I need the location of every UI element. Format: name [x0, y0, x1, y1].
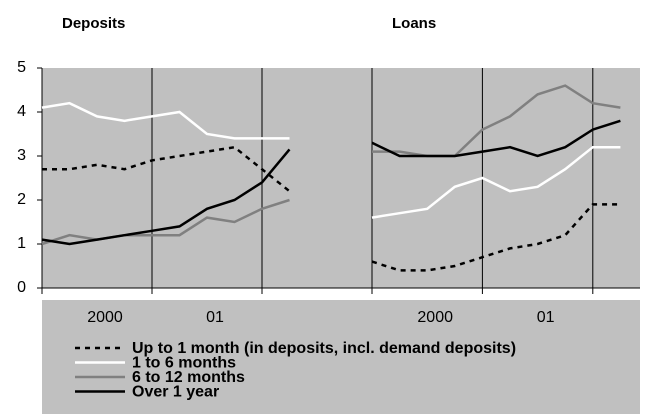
series-line: [372, 84, 621, 158]
series-line: [41, 148, 291, 246]
panel-title: Loans: [392, 15, 436, 32]
period-label: 2000: [87, 309, 123, 326]
legend-label: Over 1 year: [132, 384, 219, 401]
series-line: [371, 203, 621, 272]
legend-label: 1 to 6 months: [132, 355, 236, 372]
legend-box: [42, 300, 640, 414]
y-tick-label: 5: [17, 59, 26, 76]
legend-label: 6 to 12 months: [132, 369, 245, 386]
y-tick-label: 3: [17, 147, 26, 164]
period-label: 01: [537, 309, 555, 326]
series-line: [42, 145, 291, 193]
plot-area: [42, 68, 640, 288]
series-line: [371, 119, 621, 158]
legend-label: Up to 1 month (in deposits, incl. demand…: [132, 340, 516, 357]
y-tick-label: 1: [17, 235, 26, 252]
series-line: [371, 145, 621, 219]
y-tick-label: 0: [17, 279, 26, 296]
period-label: 01: [206, 309, 224, 326]
y-tick-label: 4: [17, 103, 26, 120]
series-line: [41, 101, 290, 140]
series-line: [41, 198, 290, 246]
period-label: 2000: [417, 309, 453, 326]
panel-title: Deposits: [62, 15, 125, 32]
y-tick-label: 2: [17, 191, 26, 208]
